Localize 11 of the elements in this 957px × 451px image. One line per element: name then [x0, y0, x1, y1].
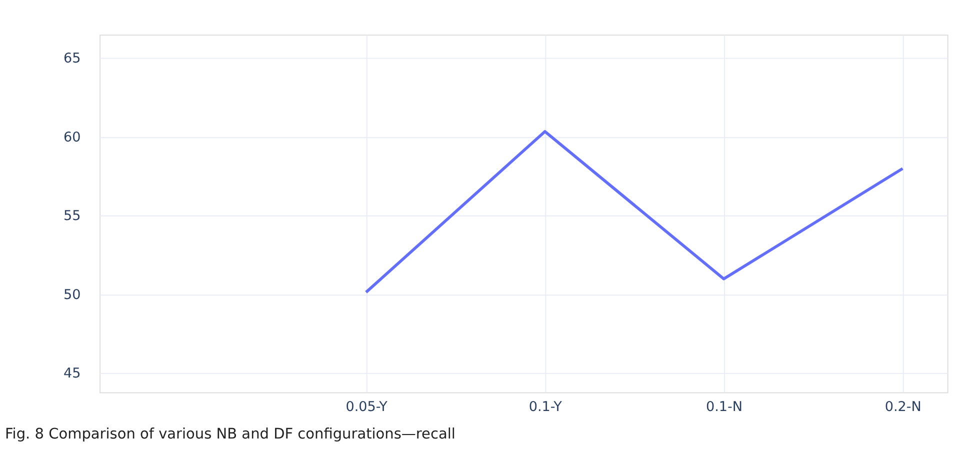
- y-tick-label: 50: [64, 286, 81, 303]
- x-tick-label: 0.2-N: [884, 399, 922, 416]
- y-tick-label: 65: [64, 50, 81, 67]
- y-tick-label: 60: [64, 129, 81, 146]
- text: Fig. 8 Comparison of various NB and DF configurations—recall: [5, 426, 456, 443]
- x-tick-label: 0.1-N: [706, 399, 742, 416]
- y-tick-label: 45: [64, 366, 81, 382]
- line-series: [364, 130, 904, 294]
- x-tick-label: 0.05-Y: [346, 399, 388, 416]
- y-tick-label: 55: [64, 208, 81, 224]
- x-tick-label: 0.1-Y: [528, 399, 563, 416]
